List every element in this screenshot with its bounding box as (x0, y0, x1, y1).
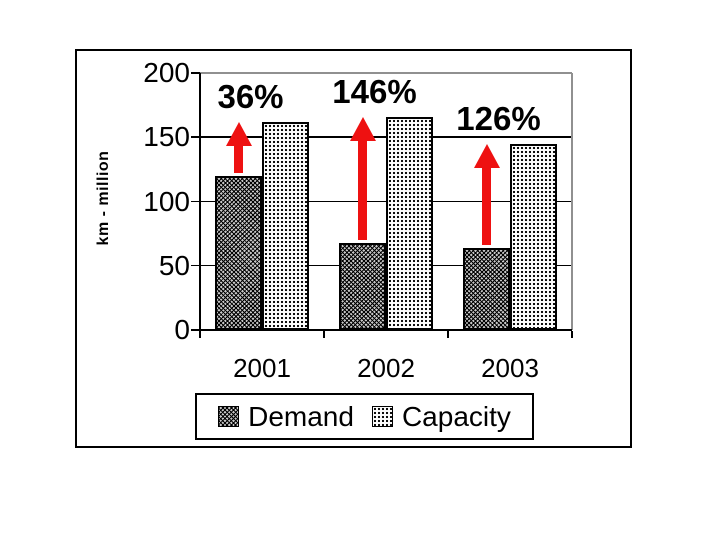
x-tick-mark (199, 331, 201, 338)
y-tick-mark (191, 264, 200, 267)
plot-frame-right (571, 73, 573, 330)
y-axis-line (199, 73, 201, 332)
x-axis-line (197, 329, 572, 331)
pct-annotation-2001: 36% (217, 77, 284, 115)
legend-swatch-capacity (371, 406, 393, 427)
legend-label-demand: Demand (248, 400, 354, 432)
y-tick-label: 200 (143, 57, 190, 88)
legend-label-capacity: Capacity (401, 400, 511, 432)
y-tick-mark (191, 136, 200, 138)
bar-demand-2002 (339, 242, 386, 330)
bar-demand-2001 (215, 175, 262, 330)
y-tick-label: 0 (174, 314, 190, 345)
gridline (200, 72, 572, 74)
growth-arrow-head (473, 143, 500, 168)
growth-arrow-shaft (358, 139, 367, 240)
legend-swatch-demand (218, 406, 240, 427)
y-tick-mark (191, 72, 200, 74)
bar-capacity-2003 (510, 143, 557, 330)
growth-arrow-shaft (482, 166, 491, 245)
x-tick-mark (323, 331, 325, 338)
y-tick-mark (191, 329, 200, 331)
bar-capacity-2001 (262, 121, 309, 330)
y-tick-label: 150 (143, 121, 190, 153)
pct-annotation-2003: 126% (456, 99, 541, 137)
category-label-2003: 2003 (481, 353, 539, 383)
y-tick-label: 50 (158, 249, 190, 281)
chart-legend: Demand Capacity (195, 393, 534, 440)
growth-arrow-head (349, 116, 376, 141)
y-tick-mark (191, 200, 200, 202)
x-tick-mark (447, 331, 449, 338)
category-label-2002: 2002 (357, 353, 415, 383)
bar-demand-2003 (463, 247, 510, 330)
y-tick-label: 100 (143, 185, 190, 217)
pct-annotation-2002: 146% (332, 72, 417, 110)
growth-arrow-head (225, 121, 252, 146)
x-tick-mark (571, 331, 573, 338)
bar-capacity-2002 (386, 116, 433, 330)
growth-arrow-shaft (234, 144, 243, 173)
category-label-2001: 2001 (233, 353, 291, 383)
